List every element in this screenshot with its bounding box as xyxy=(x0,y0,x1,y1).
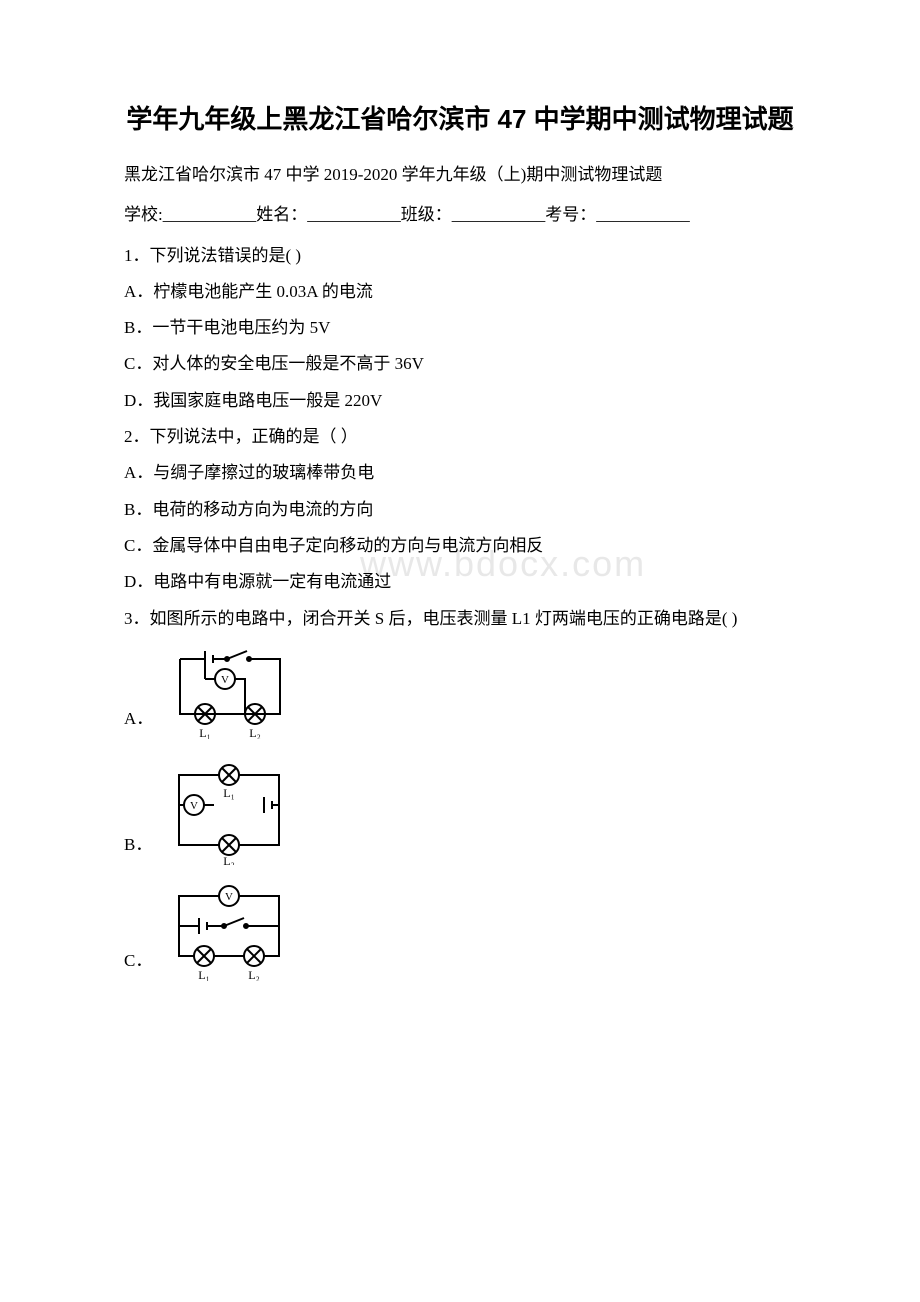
circuit-diagram-b: V L₁ L₂ xyxy=(164,755,294,865)
lamp-l1-label: L₁ xyxy=(199,968,211,981)
q3-a-label: A． xyxy=(124,703,153,739)
q2-option-d: D．电路中有电源就一定有电流通过 xyxy=(90,566,830,598)
q3-option-b: B． xyxy=(90,755,830,865)
lamp-l1-label: L₁ xyxy=(200,726,212,739)
lamp-l2-label: L₂ xyxy=(224,854,236,865)
q3-b-label: B． xyxy=(124,829,152,865)
q2-option-b: B．电荷的移动方向为电流的方向 xyxy=(90,494,830,526)
q1-option-d: D．我国家庭电路电压一般是 220V xyxy=(90,385,830,417)
q1-text: 1．下列说法错误的是( ) xyxy=(90,240,830,272)
q3-option-a: A． V L₁ xyxy=(90,639,830,739)
q3-option-c: C． V L₁ xyxy=(90,881,830,981)
lamp-l2-label: L₂ xyxy=(250,726,262,739)
q1-option-b: B．一节干电池电压约为 5V xyxy=(90,312,830,344)
q1-option-c: C．对人体的安全电压一般是不高于 36V xyxy=(90,348,830,380)
lamp-l2-label: L₂ xyxy=(249,968,261,981)
info-line: 学校:___________姓名：___________班级：_________… xyxy=(90,199,830,231)
q2-option-a: A．与绸子摩擦过的玻璃棒带负电 xyxy=(90,457,830,489)
voltmeter-label: V xyxy=(225,891,233,903)
lamp-l1-label: L₁ xyxy=(224,786,236,800)
q3-c-label: C． xyxy=(124,945,152,981)
voltmeter-label: V xyxy=(221,674,229,686)
circuit-diagram-c: V L₁ L₂ xyxy=(164,881,294,981)
voltmeter-label: V xyxy=(190,800,198,812)
q2-option-c: C．金属导体中自由电子定向移动的方向与电流方向相反 xyxy=(90,530,830,562)
q3-text: 3．如图所示的电路中，闭合开关 S 后，电压表测量 L1 灯两端电压的正确电路是… xyxy=(90,603,830,635)
q2-text: 2．下列说法中，正确的是（ ） xyxy=(90,421,830,453)
q1-option-a: A．柠檬电池能产生 0.03A 的电流 xyxy=(90,276,830,308)
subtitle: 黑龙江省哈尔滨市 47 中学 2019-2020 学年九年级（上)期中测试物理试… xyxy=(90,159,830,191)
page-title: 学年九年级上黑龙江省哈尔滨市 47 中学期中测试物理试题 xyxy=(90,100,830,139)
circuit-diagram-a: V L₁ L₂ xyxy=(165,639,295,739)
